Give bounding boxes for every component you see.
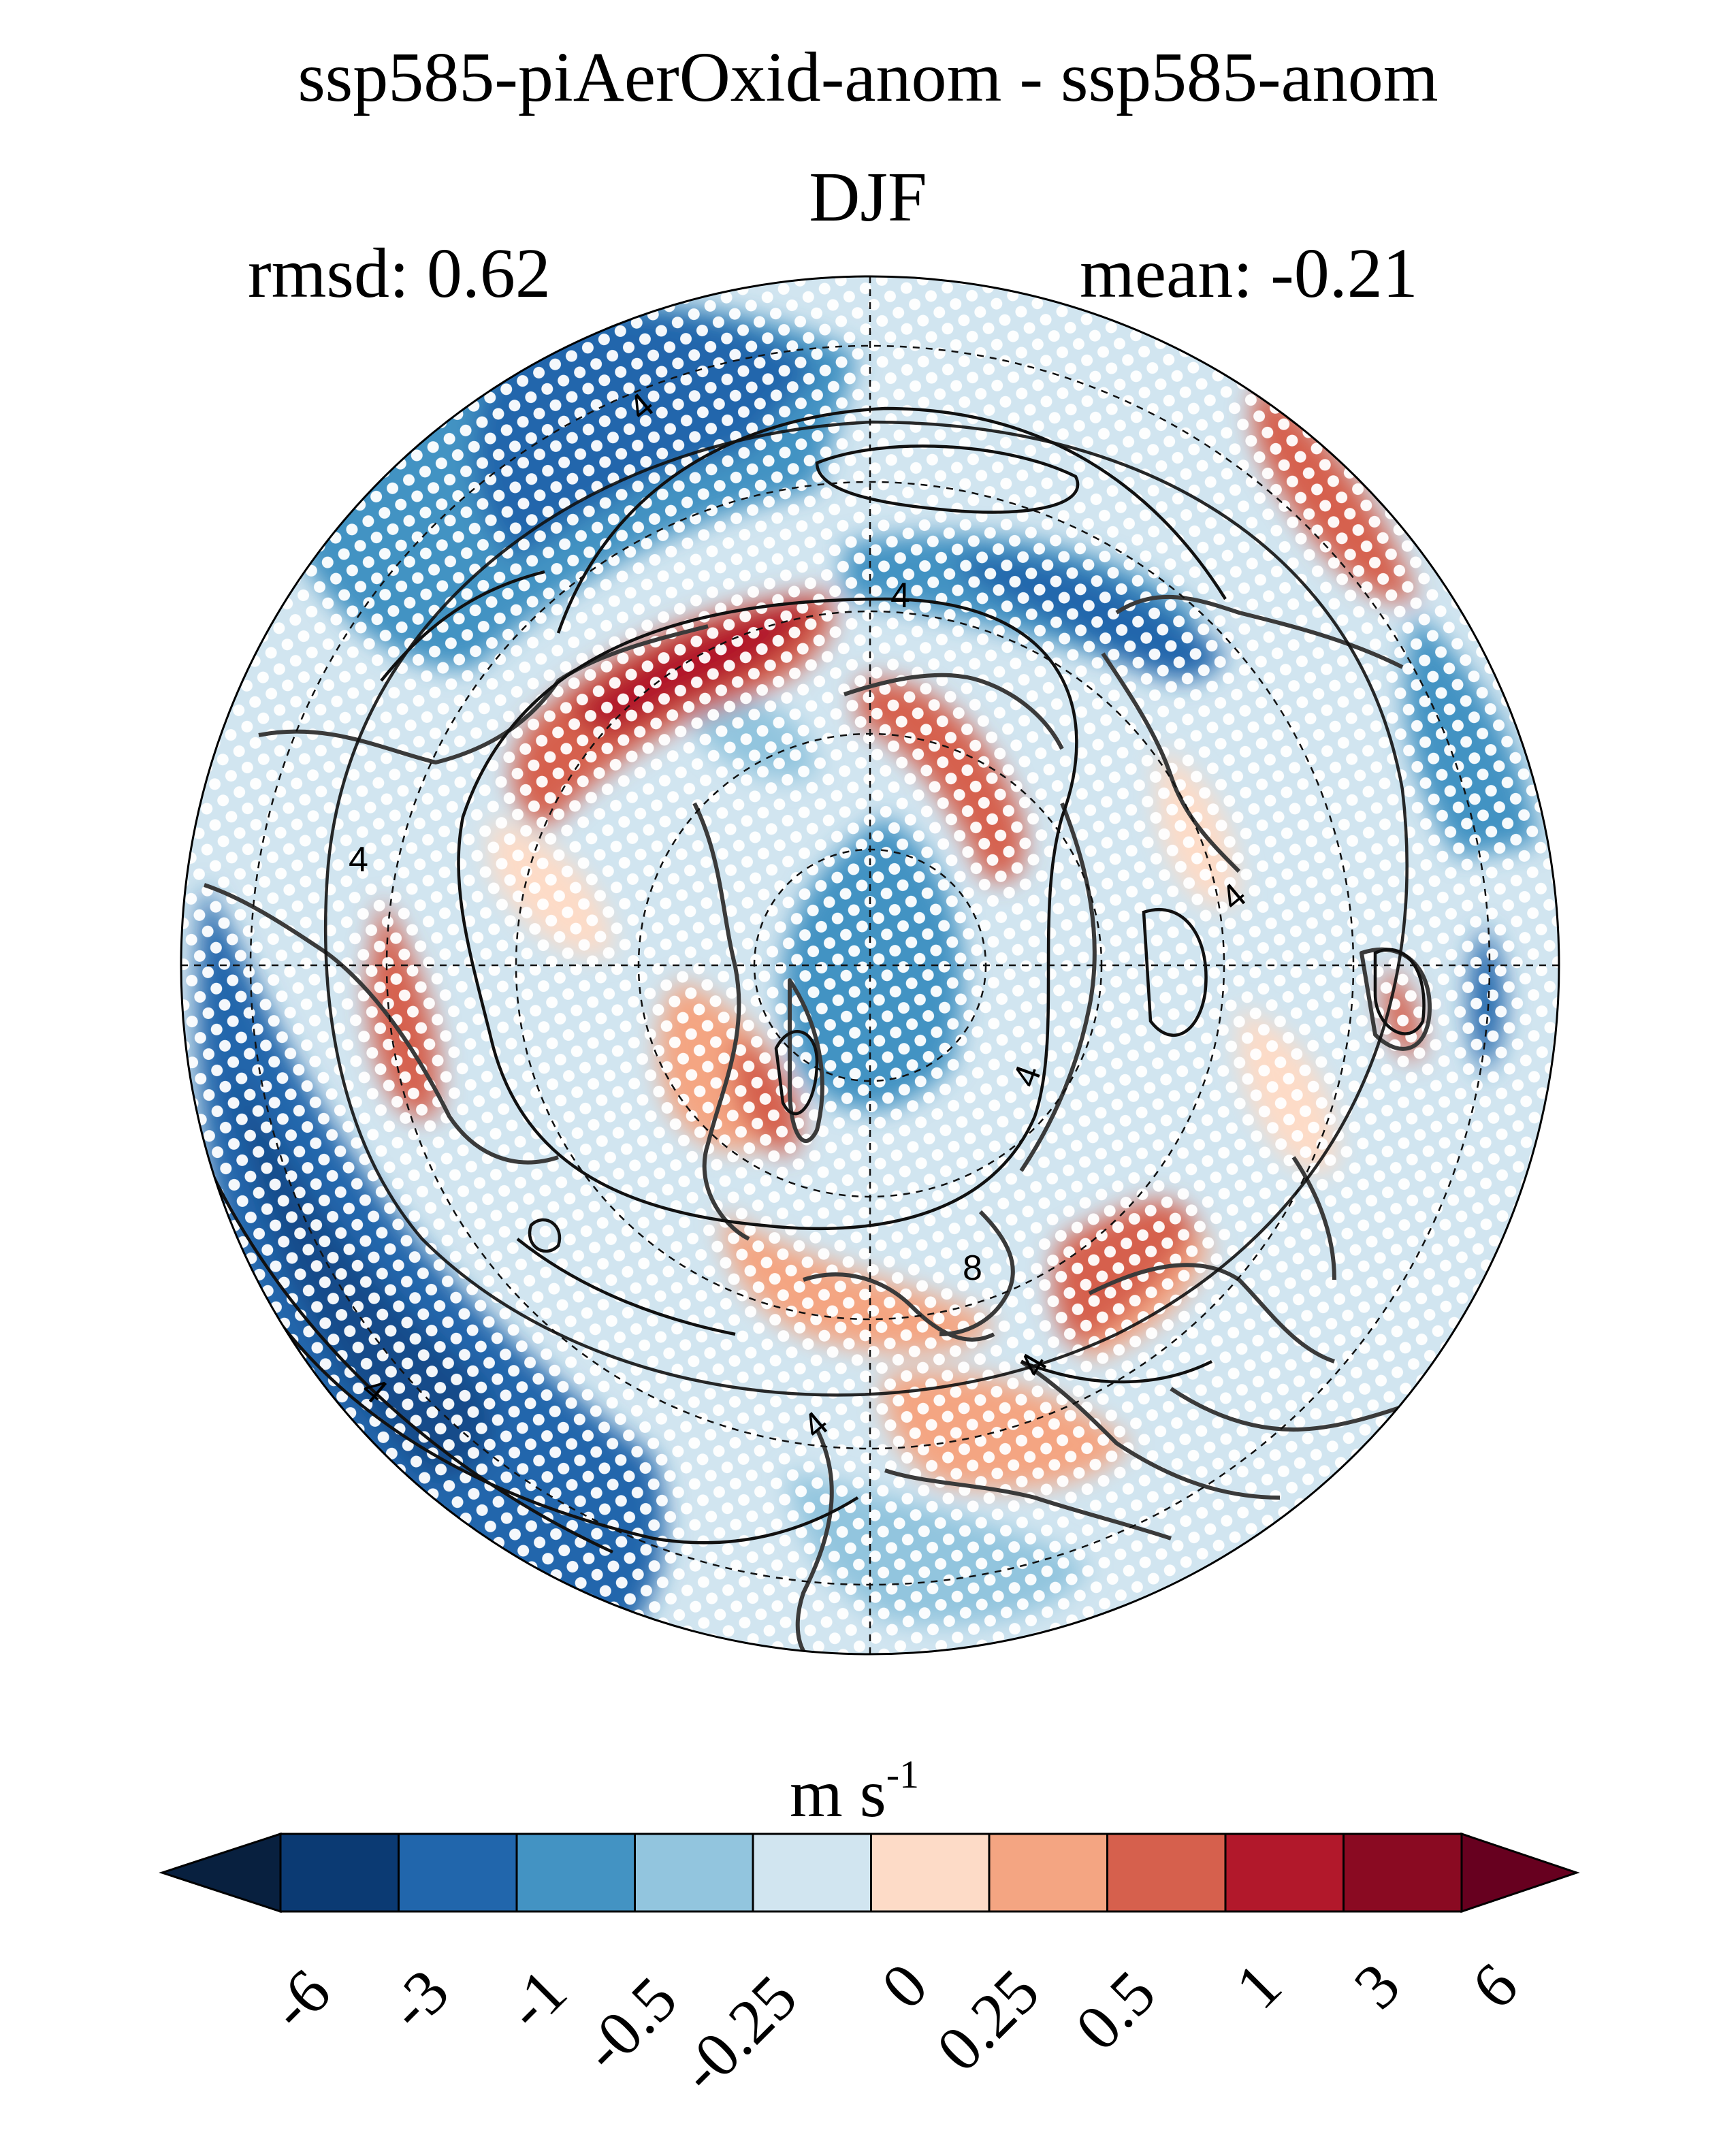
- contour-label: 4: [349, 840, 368, 880]
- season-label: DJF: [809, 158, 927, 236]
- colorbar-segment: [634, 1833, 754, 1913]
- colorbar-segment: [398, 1833, 518, 1913]
- mean-stat: mean: -0.21: [1080, 234, 1418, 312]
- colorbar-segment: [870, 1833, 991, 1913]
- colorbar-segment: [1343, 1833, 1463, 1913]
- colorbar-segment: [279, 1833, 400, 1913]
- colorbar-segment: [1224, 1833, 1345, 1913]
- colorbar-segment: [988, 1833, 1108, 1913]
- colorbar-extend-high: [1460, 1832, 1580, 1914]
- contour-label: 8: [963, 1248, 982, 1288]
- figure-title: ssp585-piAerOxid-anom - ssp585-anom: [298, 38, 1438, 116]
- colorbar-segment: [752, 1833, 872, 1913]
- colorbar-segment: [515, 1833, 636, 1913]
- colorbar-segment: [1106, 1833, 1227, 1913]
- colorbar-unit: m s-1: [790, 1752, 920, 1831]
- colorbar-extend-low: [159, 1832, 282, 1914]
- contour-label: 4: [890, 576, 910, 615]
- map-field: [181, 276, 1559, 1654]
- rmsd-stat: rmsd: 0.62: [248, 234, 551, 312]
